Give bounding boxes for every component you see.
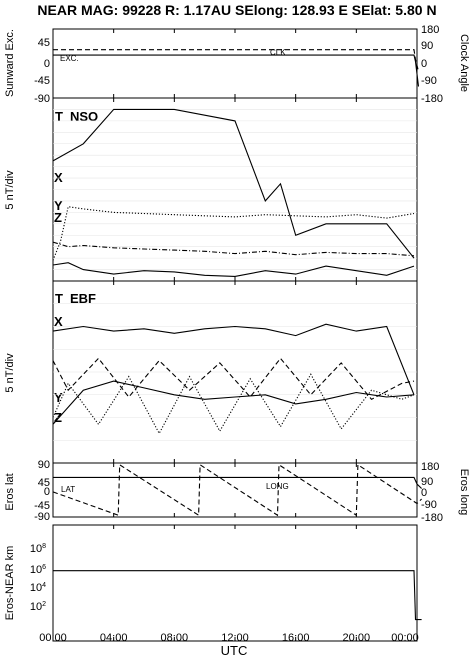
plot-lines — [52, 49, 422, 621]
series-line-x — [52, 241, 415, 257]
exc-annotation: EXC. — [60, 54, 79, 63]
panel-4-ytick-left: 90 — [38, 459, 50, 471]
panel-4-ytick-right: 90 — [421, 476, 433, 488]
series-line-lat — [53, 476, 422, 489]
series-line-y — [52, 206, 415, 261]
series-line-t — [52, 323, 415, 396]
series-line-clk — [53, 49, 420, 72]
series-line-long — [52, 463, 422, 517]
panel-1-ytick-right: -180 — [421, 93, 443, 105]
nso-x-label: X — [54, 170, 63, 185]
panel-1-ytick-left: -90 — [34, 93, 50, 105]
panel-3-ylabel: 5 nT/div — [4, 353, 16, 393]
nso-y-label: Y — [54, 198, 63, 213]
x-axis-label: UTC — [221, 643, 248, 656]
panel-4-ytick-right: 180 — [421, 461, 439, 473]
ebf-panel-label: EBF — [70, 291, 96, 306]
panel-4-ylabel-right: Eros long — [458, 469, 470, 515]
panel-4-ytick-left: 0 — [44, 486, 50, 498]
panel-4-ylabel-left: Eros lat — [4, 473, 16, 510]
panel-4-frame — [52, 462, 418, 518]
panel-1-ytick-left: 0 — [44, 58, 50, 70]
panel-4-ytick-right: -90 — [421, 499, 437, 511]
ytick-1e2: 102 — [30, 601, 46, 613]
panel-4-ytick-left: 45 — [38, 477, 50, 489]
series-line-z — [52, 380, 415, 425]
panel-1-ytick-right: -90 — [421, 75, 437, 87]
x-tick-label: 00:00 — [391, 632, 419, 644]
series-line-t — [52, 108, 415, 259]
long-annotation: LONG — [266, 482, 289, 491]
lat-annotation: LAT — [61, 485, 75, 494]
series-line-z — [52, 262, 415, 277]
nso-panel-label: NSO — [70, 109, 98, 124]
panel-4-ytick-right: -180 — [421, 512, 443, 524]
panel-1-ytick-right: 180 — [421, 24, 439, 36]
panel-2-ylabel: 5 nT/div — [4, 170, 16, 210]
nso-z-label: Z — [54, 210, 62, 225]
series-line-y — [52, 373, 415, 435]
panel-1-ytick-right: 90 — [421, 40, 433, 52]
ebf-y-label: Y — [54, 390, 63, 405]
panel-4-ytick-right: 0 — [421, 487, 427, 499]
panel-1-ytick-left: 45 — [38, 37, 50, 49]
panel-1-ylabel-left: Sunward Exc. — [4, 29, 16, 97]
ytick-1e6: 106 — [30, 564, 46, 576]
panel-5-ylabel: Eros-NEAR km — [4, 546, 16, 621]
series-line-x — [52, 357, 415, 400]
panel-1-ytick-right: 0 — [421, 58, 427, 70]
series-line-distance — [53, 570, 422, 621]
ytick-1e4: 104 — [30, 582, 46, 594]
panel-4-ytick-left: -45 — [34, 500, 50, 512]
figure-title: NEAR MAG: 99228 R: 1.17AU SElong: 128.93… — [37, 2, 436, 18]
series-line-exc- — [53, 54, 420, 87]
panel-1-ylabel-right: Clock Angle — [458, 34, 470, 92]
panel-5-frame — [52, 524, 418, 642]
clk-annotation: CLK — [270, 48, 286, 57]
panel-1-ytick-left: -45 — [34, 75, 50, 87]
nso-t-label: T — [55, 109, 63, 124]
panel-4-ytick-left: -90 — [34, 511, 50, 523]
ytick-1e8: 108 — [30, 543, 46, 555]
panel-1-frame — [52, 28, 418, 99]
ebf-x-label: X — [54, 314, 63, 329]
ebf-t-label: T — [55, 291, 63, 306]
